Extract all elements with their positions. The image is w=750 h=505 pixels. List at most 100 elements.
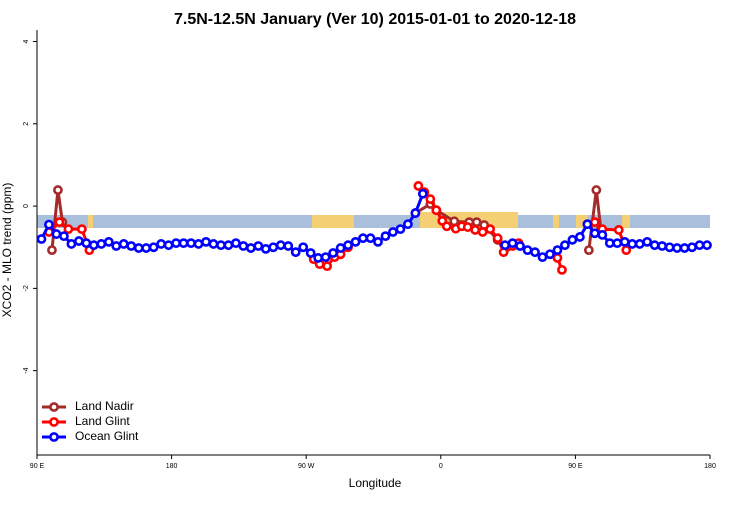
data-point	[702, 240, 712, 251]
data-point	[51, 229, 62, 239]
data-point	[63, 224, 74, 235]
data-point	[373, 236, 383, 247]
data-point	[365, 233, 376, 244]
data-point	[560, 240, 570, 251]
data-point	[619, 236, 630, 247]
y-tick-label: 4	[23, 39, 30, 43]
data-point	[290, 247, 301, 258]
data-point	[328, 248, 339, 258]
data-point	[216, 240, 226, 251]
data-point	[118, 239, 129, 249]
data-point	[649, 240, 660, 251]
data-point	[500, 240, 511, 251]
data-point	[657, 241, 668, 251]
data-point	[583, 245, 594, 256]
ocean-band	[37, 215, 710, 228]
data-point	[283, 241, 294, 251]
data-point	[664, 242, 675, 253]
data-point	[126, 241, 137, 251]
data-point	[260, 243, 271, 254]
data-point	[567, 234, 578, 245]
data-point	[148, 242, 159, 253]
data-point	[582, 219, 593, 230]
data-point	[604, 238, 615, 249]
legend-marker	[49, 417, 59, 427]
data-point	[507, 238, 518, 249]
data-point	[687, 242, 697, 253]
data-point	[111, 241, 122, 251]
data-point	[208, 239, 219, 249]
data-point	[88, 240, 99, 251]
data-point	[492, 233, 503, 244]
data-point	[589, 217, 600, 228]
data-point	[253, 241, 264, 251]
land-patch	[312, 215, 354, 228]
data-point	[178, 238, 189, 249]
data-point	[402, 219, 413, 230]
data-point	[238, 241, 249, 251]
x-tick-label: 90 E	[568, 463, 583, 470]
data-point	[81, 238, 92, 249]
data-point	[425, 194, 436, 204]
data-point	[47, 245, 57, 256]
data-point	[462, 222, 473, 232]
data-point	[96, 239, 107, 249]
legend-marker	[49, 402, 59, 412]
data-point	[522, 245, 533, 256]
data-point	[141, 243, 152, 253]
data-point	[322, 261, 333, 272]
data-point	[557, 264, 567, 275]
data-point	[574, 232, 585, 242]
data-point	[694, 240, 705, 251]
data-point	[410, 208, 421, 218]
land-patch	[553, 215, 559, 228]
data-point	[268, 242, 279, 253]
data-point	[591, 185, 602, 195]
data-point	[231, 238, 241, 249]
data-point	[485, 224, 496, 235]
legend-marker	[49, 432, 59, 442]
data-point	[73, 236, 84, 246]
data-point	[395, 224, 406, 235]
x-tick-label: 0	[439, 463, 443, 470]
x-tick-label: 90 W	[298, 463, 315, 470]
data-point	[431, 205, 442, 216]
data-point	[545, 249, 555, 260]
data-point	[672, 243, 682, 253]
x-tick-label: 90 E	[30, 463, 45, 470]
data-point	[133, 243, 144, 253]
data-point	[477, 227, 488, 237]
x-axis-label: Longitude	[349, 476, 402, 490]
data-point	[679, 243, 690, 253]
data-point	[44, 219, 54, 230]
data-point	[441, 221, 452, 232]
data-point	[552, 245, 563, 256]
data-point	[201, 236, 211, 247]
data-point	[171, 238, 181, 249]
data-point	[156, 239, 167, 249]
y-tick-label: -4	[23, 367, 30, 373]
data-point	[335, 243, 346, 253]
data-point	[515, 241, 525, 251]
data-point	[186, 238, 196, 249]
legend-label: Land Glint	[75, 414, 130, 428]
data-point	[627, 239, 638, 249]
data-point	[76, 224, 87, 235]
x-tick-label: 180	[704, 463, 716, 470]
data-point	[621, 245, 632, 256]
data-point	[245, 243, 256, 253]
data-point	[275, 240, 286, 251]
land-patch	[622, 215, 630, 228]
data-point	[449, 216, 460, 227]
data-point	[470, 225, 481, 235]
data-point	[350, 236, 361, 247]
data-point	[298, 242, 309, 253]
data-point	[530, 247, 540, 258]
land-patch	[88, 215, 93, 228]
data-point	[223, 240, 234, 251]
data-point	[413, 181, 424, 191]
data-point	[380, 231, 391, 242]
data-point	[552, 253, 563, 263]
data-point	[193, 239, 204, 249]
